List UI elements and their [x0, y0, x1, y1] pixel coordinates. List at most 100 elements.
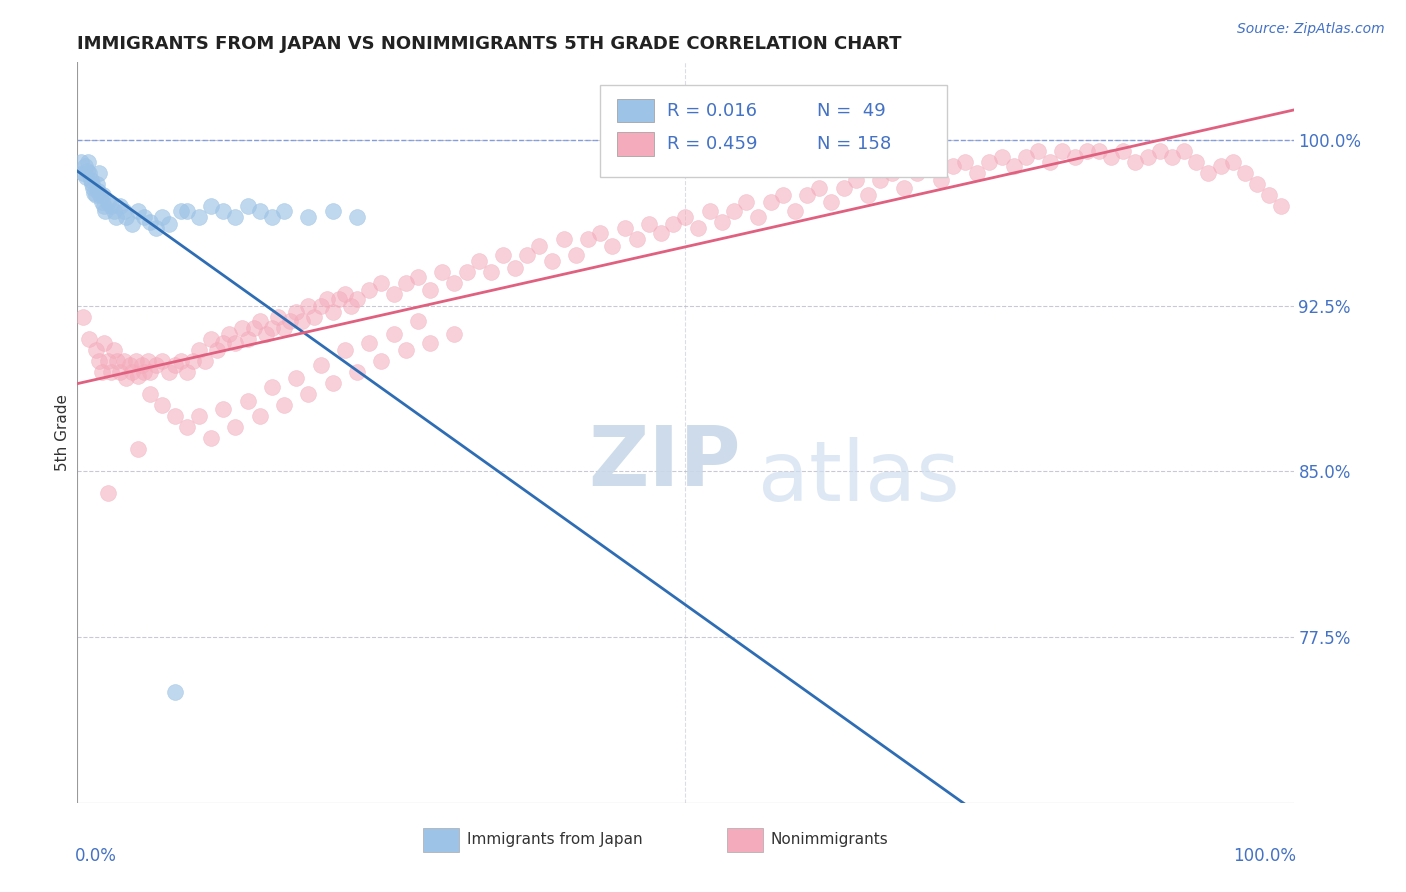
Point [395, 277, 418, 291]
Text: 0.0%: 0.0% [75, 847, 117, 865]
Point [1125, 154, 1147, 169]
Point [783, 203, 806, 218]
Point [76, 163, 98, 178]
Point [869, 172, 891, 186]
Point [346, 210, 368, 224]
Point [346, 292, 368, 306]
Point [131, 358, 153, 372]
Point [87, 184, 110, 198]
Point [565, 248, 588, 262]
Point [188, 343, 211, 357]
Point [100, 199, 122, 213]
Text: ZIP: ZIP [588, 422, 741, 503]
Point [1039, 154, 1062, 169]
Point [1173, 144, 1195, 158]
FancyBboxPatch shape [423, 828, 460, 852]
Point [1258, 188, 1281, 202]
Text: Immigrants from Japan: Immigrants from Japan [467, 832, 643, 847]
Point [224, 420, 246, 434]
Point [322, 305, 344, 319]
Point [152, 398, 174, 412]
Point [1197, 166, 1219, 180]
Point [602, 239, 624, 253]
Point [893, 181, 915, 195]
Point [905, 166, 928, 180]
Text: 100.0%: 100.0% [1233, 847, 1296, 865]
Point [1099, 151, 1122, 165]
Point [86, 177, 108, 191]
Point [503, 260, 526, 275]
Point [249, 314, 271, 328]
Point [170, 203, 193, 218]
Point [467, 254, 489, 268]
Point [103, 203, 125, 218]
Point [820, 194, 842, 209]
Point [188, 210, 211, 224]
Point [953, 154, 976, 169]
Point [529, 239, 551, 253]
Point [322, 203, 344, 218]
Point [260, 320, 283, 334]
Point [808, 181, 831, 195]
Point [200, 199, 222, 213]
Point [1026, 144, 1049, 158]
Point [1246, 177, 1268, 191]
Point [73, 159, 96, 173]
Point [127, 369, 149, 384]
Point [979, 154, 1001, 169]
FancyBboxPatch shape [617, 99, 654, 122]
Point [443, 277, 465, 291]
Point [127, 442, 149, 457]
Point [735, 194, 758, 209]
Point [157, 365, 180, 379]
Point [395, 343, 418, 357]
Point [1052, 144, 1074, 158]
Point [675, 210, 697, 224]
Point [108, 199, 131, 213]
Point [79, 332, 101, 346]
Point [267, 310, 290, 324]
Point [200, 431, 222, 445]
Point [77, 154, 100, 169]
Y-axis label: 5th Grade: 5th Grade [55, 394, 70, 471]
Text: N =  49: N = 49 [817, 102, 886, 120]
Point [699, 203, 721, 218]
Point [121, 365, 143, 379]
Point [456, 265, 478, 279]
Point [370, 353, 392, 368]
Point [236, 393, 259, 408]
Point [224, 210, 246, 224]
FancyBboxPatch shape [617, 132, 654, 156]
Point [285, 305, 308, 319]
Point [309, 299, 332, 313]
Point [139, 214, 162, 228]
Text: IMMIGRANTS FROM JAPAN VS NONIMMIGRANTS 5TH GRADE CORRELATION CHART: IMMIGRANTS FROM JAPAN VS NONIMMIGRANTS 5… [77, 35, 901, 53]
Point [134, 365, 156, 379]
Point [118, 358, 141, 372]
Point [382, 327, 405, 342]
Point [107, 353, 129, 368]
Text: atlas: atlas [758, 436, 960, 517]
Point [1088, 144, 1111, 158]
Point [540, 254, 562, 268]
Point [1015, 151, 1038, 165]
Point [759, 194, 782, 209]
Point [212, 203, 235, 218]
Point [176, 365, 198, 379]
Point [163, 685, 186, 699]
Point [273, 203, 295, 218]
Point [136, 353, 159, 368]
Point [218, 327, 240, 342]
Point [103, 343, 125, 357]
Point [333, 287, 356, 301]
Text: Source: ZipAtlas.com: Source: ZipAtlas.com [1237, 22, 1385, 37]
Point [127, 203, 149, 218]
Point [346, 365, 368, 379]
Point [1270, 199, 1292, 213]
Point [929, 172, 952, 186]
Point [443, 327, 465, 342]
Point [176, 420, 198, 434]
Point [419, 283, 441, 297]
Point [1185, 154, 1208, 169]
Point [419, 336, 441, 351]
